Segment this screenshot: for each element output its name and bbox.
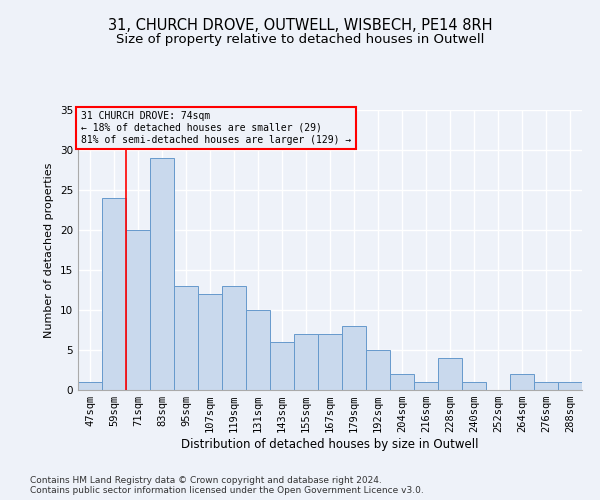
Bar	[294, 334, 318, 390]
Bar	[462, 382, 486, 390]
Bar	[390, 374, 414, 390]
Bar	[150, 158, 174, 390]
Bar	[126, 230, 150, 390]
Bar	[246, 310, 270, 390]
Bar	[102, 198, 126, 390]
Bar	[510, 374, 534, 390]
X-axis label: Distribution of detached houses by size in Outwell: Distribution of detached houses by size …	[181, 438, 479, 451]
Bar	[438, 358, 462, 390]
Bar	[534, 382, 558, 390]
Text: 31, CHURCH DROVE, OUTWELL, WISBECH, PE14 8RH: 31, CHURCH DROVE, OUTWELL, WISBECH, PE14…	[108, 18, 492, 32]
Bar	[174, 286, 198, 390]
Bar	[318, 334, 342, 390]
Bar	[78, 382, 102, 390]
Bar	[366, 350, 390, 390]
Bar	[558, 382, 582, 390]
Text: Contains HM Land Registry data © Crown copyright and database right 2024.
Contai: Contains HM Land Registry data © Crown c…	[30, 476, 424, 495]
Y-axis label: Number of detached properties: Number of detached properties	[44, 162, 55, 338]
Text: 31 CHURCH DROVE: 74sqm
← 18% of detached houses are smaller (29)
81% of semi-det: 31 CHURCH DROVE: 74sqm ← 18% of detached…	[80, 112, 351, 144]
Bar	[270, 342, 294, 390]
Bar	[414, 382, 438, 390]
Bar	[342, 326, 366, 390]
Bar	[222, 286, 246, 390]
Text: Size of property relative to detached houses in Outwell: Size of property relative to detached ho…	[116, 32, 484, 46]
Bar	[198, 294, 222, 390]
